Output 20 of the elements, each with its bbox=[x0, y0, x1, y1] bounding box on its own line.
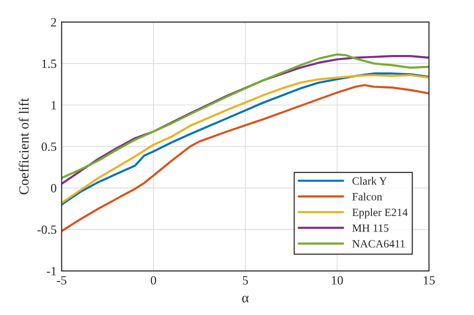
y-tick-label: 1 bbox=[52, 101, 56, 110]
y-tick-label: -0.5 bbox=[37, 225, 56, 234]
legend-label: MH 115 bbox=[352, 224, 389, 232]
y-axis-title: Coefficient of lift bbox=[18, 98, 29, 194]
x-tick-label: 10 bbox=[332, 276, 343, 285]
legend-label: Falcon bbox=[352, 192, 382, 200]
x-tick-label: 15 bbox=[424, 276, 435, 285]
x-tick-label: 0 bbox=[150, 276, 156, 285]
legend-label: NACA6411 bbox=[352, 240, 405, 248]
legend-label: Clark Y bbox=[352, 176, 387, 185]
y-tick-label: 0.5 bbox=[42, 142, 56, 151]
y-tick-label: 2 bbox=[51, 18, 56, 26]
y-tick-label: 0 bbox=[50, 184, 56, 192]
x-axis-title: α bbox=[242, 296, 249, 302]
legend-label: Eppler E214 bbox=[352, 208, 408, 218]
line-series bbox=[62, 84, 429, 232]
y-tick-label: 1.5 bbox=[42, 60, 56, 68]
x-tick-label: -5 bbox=[56, 276, 66, 285]
y-tick-label: -1 bbox=[46, 266, 56, 276]
x-tick-label: 5 bbox=[242, 276, 248, 285]
